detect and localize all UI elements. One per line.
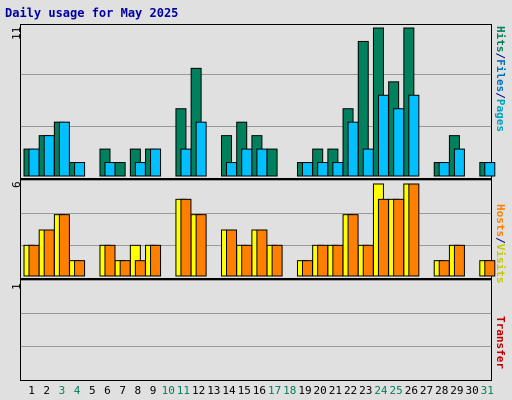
bar-files-day-6 [104,162,116,177]
bar-hosts-day-21 [332,244,344,277]
bar-hosts-day-11 [180,198,192,277]
x-tick-label-11: 11 [177,384,190,397]
x-tick-label-9: 9 [150,384,157,397]
bar-files-day-12 [195,121,207,177]
x-tick-label-2: 2 [43,384,50,397]
bar-files-day-15 [241,148,253,177]
hits-scale-label: 11 [10,26,23,40]
bar-hosts-day-24 [377,198,389,277]
bar-hosts-day-1 [28,244,40,277]
bar-hosts-day-16 [256,229,268,277]
bar-hosts-day-2 [43,229,55,277]
bar-files-day-25 [393,108,405,177]
bar-hosts-day-6 [104,244,116,277]
bar-hosts-day-17 [271,244,283,277]
x-tick-label-25: 25 [390,384,403,397]
legend-hosts: Hosts [494,204,507,238]
chart-title: Daily usage for May 2025 [5,6,179,20]
x-tick-label-18: 18 [283,384,296,397]
legend-slash: / [494,92,507,99]
legend-visits: Visits [494,243,507,284]
legend-slash: / [494,237,507,244]
bar-files-day-1 [28,148,40,177]
bar-files-day-16 [256,148,268,177]
bar-hits-day-7 [114,162,126,177]
bar-files-day-2 [43,135,55,177]
bar-files-day-29 [453,148,465,177]
x-tick-label-8: 8 [135,384,142,397]
x-tick-label-22: 22 [344,384,357,397]
x-tick-label-29: 29 [450,384,463,397]
bar-hosts-day-22 [347,214,359,277]
x-tick-label-15: 15 [238,384,251,397]
x-tick-label-20: 20 [314,384,327,397]
bar-files-day-19 [301,162,313,177]
legend-files: Files [494,59,507,93]
x-tick-label-30: 30 [465,384,478,397]
x-tick-label-27: 27 [420,384,433,397]
x-tick-label-14: 14 [222,384,236,397]
visits-scale-label: 6 [10,181,23,188]
bar-hosts-day-9 [150,244,162,277]
x-tick-label-31: 31 [481,384,494,397]
x-tick-label-5: 5 [89,384,96,397]
x-tick-label-13: 13 [207,384,220,397]
panel-background [20,280,491,380]
x-tick-label-1: 1 [28,384,35,397]
bar-hosts-day-7 [119,260,131,277]
bar-hosts-day-14 [226,229,238,277]
bar-hosts-day-4 [74,260,86,277]
legend-hits: Hits [494,26,507,53]
bar-hosts-day-31 [484,260,496,277]
x-tick-label-28: 28 [435,384,448,397]
legend-pages: Pages [494,98,507,132]
x-tick-label-6: 6 [104,384,111,397]
bar-files-day-26 [408,94,420,177]
x-tick-label-17: 17 [268,384,281,397]
bar-hosts-day-28 [438,260,450,277]
bar-hosts-day-8 [134,260,146,277]
bar-files-day-8 [134,162,146,177]
bar-files-day-31 [484,162,496,177]
bar-hosts-day-29 [453,244,465,277]
bar-hosts-day-15 [241,244,253,277]
bar-files-day-28 [438,162,450,177]
x-tick-label-16: 16 [253,384,266,397]
x-tick-label-7: 7 [119,384,126,397]
bar-files-day-14 [226,162,238,177]
x-tick-label-10: 10 [162,384,175,397]
legend-transfer: Transfer [494,316,507,369]
bar-hosts-day-23 [362,244,374,277]
x-tick-label-26: 26 [405,384,418,397]
bar-files-day-4 [74,162,86,177]
bar-hits-day-17 [266,148,278,177]
bar-hosts-day-25 [393,198,405,277]
bar-files-day-11 [180,148,192,177]
x-tick-label-24: 24 [374,384,388,397]
bar-files-day-24 [377,94,389,177]
bar-hosts-day-20 [317,244,329,277]
x-tick-label-4: 4 [74,384,81,397]
x-tick-label-12: 12 [192,384,205,397]
bar-files-day-20 [317,162,329,177]
bar-files-day-21 [332,162,344,177]
hits-files-pages-legend: Hits/Files/Pages [494,26,507,132]
x-tick-label-23: 23 [359,384,372,397]
bar-hosts-day-26 [408,183,420,277]
bar-hosts-day-3 [58,214,70,277]
bar-files-day-22 [347,121,359,177]
bar-files-day-23 [362,148,374,177]
transfer-scale-label: 1 [10,283,23,290]
bar-files-day-3 [58,121,70,177]
hosts-visits-legend: Hosts/Visits [494,204,507,284]
transfer-legend: Transfer [494,316,507,369]
bar-hosts-day-12 [195,214,207,277]
x-tick-label-19: 19 [298,384,311,397]
bar-hosts-day-19 [301,260,313,277]
x-tick-label-3: 3 [59,384,66,397]
bar-files-day-9 [150,148,162,177]
x-tick-label-21: 21 [329,384,342,397]
